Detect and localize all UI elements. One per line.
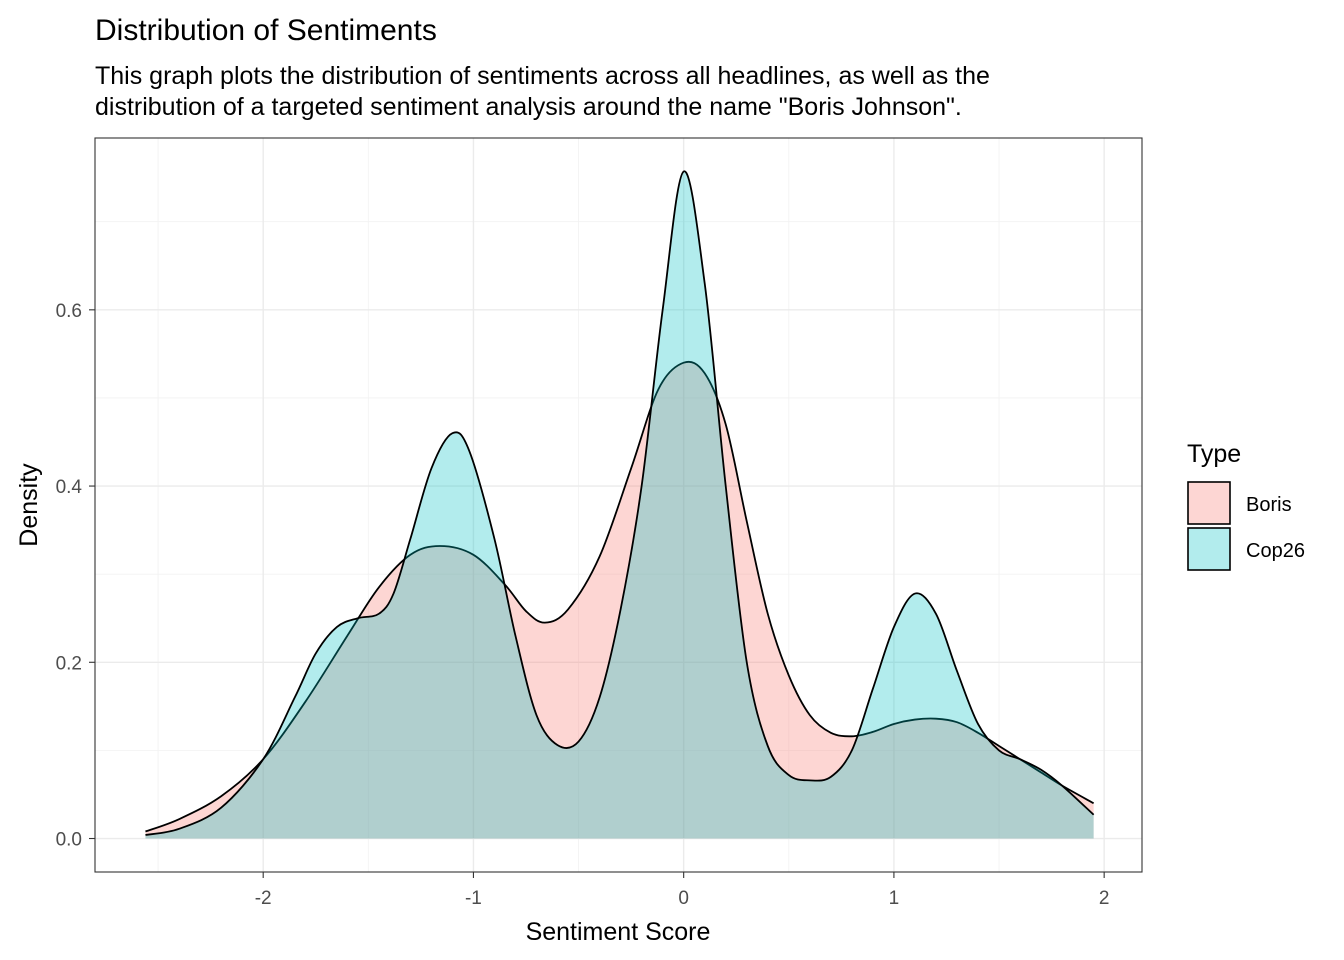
x-tick-label: -1 — [465, 888, 482, 909]
series-area-cop26 — [145, 171, 1094, 839]
series-line-boris — [145, 360, 1095, 833]
chart-title: Distribution of Sentiments — [95, 14, 437, 47]
x-tick-label: 0 — [678, 888, 689, 909]
y-tick-label: 0.4 — [56, 477, 83, 498]
x-tick-label: -2 — [255, 888, 272, 909]
x-tick-label: 2 — [1099, 888, 1110, 909]
legend-label-cop26: Cop26 — [1246, 540, 1305, 562]
y-tick-label: 0.6 — [56, 301, 82, 322]
x-axis: -2 -1 0 1 2 Sentiment Score — [255, 872, 1110, 946]
y-axis-ticks: 0.0 0.2 0.4 0.6 — [56, 301, 95, 851]
legend-swatch-cop26 — [1187, 527, 1231, 571]
legend-swatch-boris — [1187, 481, 1231, 525]
y-axis-title: Density — [15, 463, 43, 547]
chart-subtitle-line-1: This graph plots the distribution of sen… — [95, 62, 990, 90]
legend-entries: Boris Cop26 — [1187, 481, 1305, 571]
series-area-boris — [145, 361, 1094, 839]
legend-label-boris: Boris — [1246, 494, 1292, 516]
plot-panel — [94, 137, 1143, 873]
panel-border — [94, 137, 1143, 873]
density-series — [145, 170, 1095, 839]
x-tick-label: 1 — [889, 888, 900, 909]
chart-subtitle-line-2: distribution of a targeted sentiment ana… — [95, 93, 962, 121]
x-axis-title: Sentiment Score — [526, 918, 711, 946]
legend: Type Boris Cop26 — [1187, 440, 1305, 571]
y-tick-label: 0.2 — [56, 653, 82, 674]
y-axis: 0.0 0.2 0.4 0.6 Density — [15, 301, 95, 851]
legend-title: Type — [1187, 440, 1241, 468]
x-axis-ticks: -2 -1 0 1 2 — [255, 872, 1110, 909]
series-line-cop26 — [145, 170, 1095, 836]
y-tick-label: 0.0 — [56, 830, 82, 851]
